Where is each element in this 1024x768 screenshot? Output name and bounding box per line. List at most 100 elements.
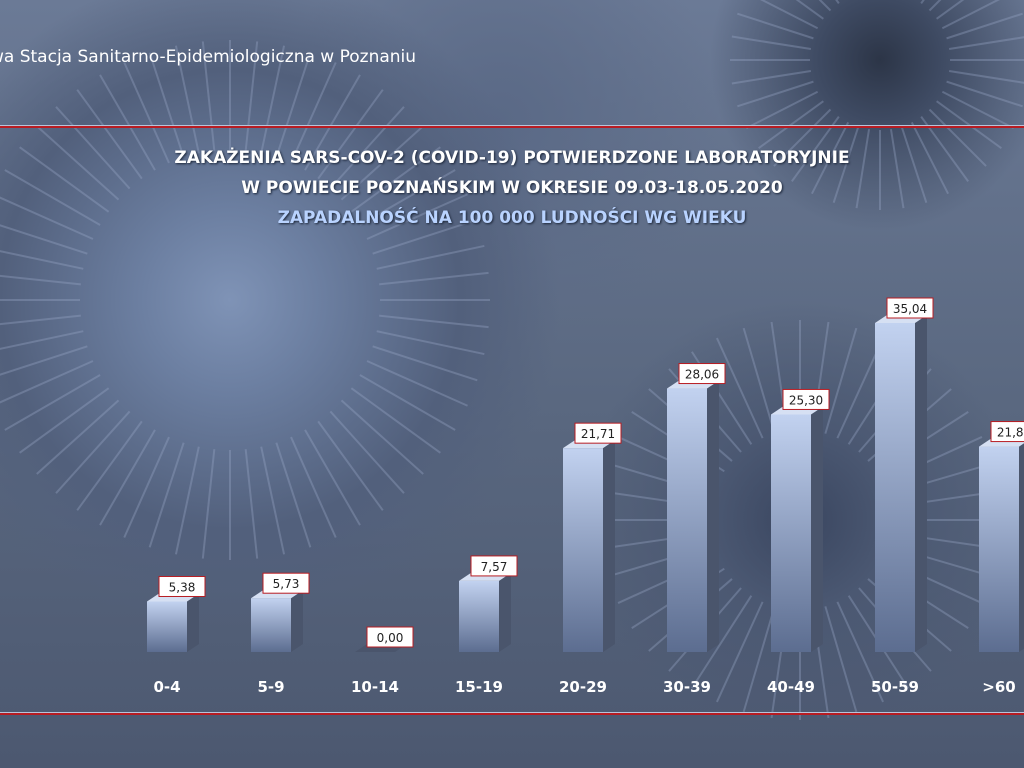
virus-spike xyxy=(946,80,1023,108)
virus-spike xyxy=(99,74,156,171)
chart-subtitle: ZAPADALNOŚĆ NA 100 000 LUDNOŚCI WG WIEKU xyxy=(277,208,747,228)
virus-spike xyxy=(941,0,1000,30)
value-label-box xyxy=(678,363,726,385)
bottom-divider xyxy=(0,712,1024,715)
bar-15-19: 7,57 xyxy=(459,555,518,652)
virus-spike xyxy=(36,399,120,475)
virus-spike xyxy=(855,128,871,209)
value-label: 5,38 xyxy=(169,580,196,594)
virus-spike xyxy=(366,360,468,407)
bar-side xyxy=(915,315,927,652)
virus-spike xyxy=(832,126,860,203)
x-tick-label: 50-59 xyxy=(871,678,919,696)
virus-spike xyxy=(201,41,216,151)
virus-spike xyxy=(55,410,131,494)
x-tick-label: 5-9 xyxy=(257,678,284,696)
x-tick-label: 20-29 xyxy=(559,678,607,696)
virus-spike xyxy=(900,126,928,203)
bar-front xyxy=(979,446,1019,652)
value-label-box xyxy=(158,575,206,597)
virus-spike xyxy=(760,0,819,30)
virus-spike xyxy=(691,595,753,689)
bar-front xyxy=(459,580,499,652)
value-label: 7,57 xyxy=(481,560,508,574)
value-label-box xyxy=(574,422,622,444)
virus-spike xyxy=(745,90,819,129)
x-tick-label: >60 xyxy=(982,678,1015,696)
virus-spike xyxy=(148,442,185,548)
chart-titles: ZAKAŻENIA SARS-COV-2 (COVID-19) POTWIERD… xyxy=(0,143,1024,233)
virus-spike xyxy=(716,337,764,439)
virus-spike xyxy=(359,374,456,431)
bar-side xyxy=(707,380,719,652)
bar-0-4: 5,38 xyxy=(147,575,206,652)
value-label: 21,88 xyxy=(997,426,1024,440)
virus-spike xyxy=(773,108,832,167)
virus-spike xyxy=(340,399,424,475)
bar-front xyxy=(147,601,187,652)
virus-spike xyxy=(818,0,832,12)
x-tick-label: 10-14 xyxy=(351,678,399,696)
value-label-box xyxy=(886,297,934,319)
virus-spike xyxy=(936,0,965,20)
virus-spike xyxy=(0,274,81,286)
virus-spike xyxy=(19,146,110,213)
virus-spike xyxy=(0,330,84,350)
virus-spike xyxy=(174,45,200,154)
virus-spike xyxy=(317,89,384,180)
virus-spike xyxy=(0,250,84,270)
value-label-box xyxy=(262,572,310,594)
virus-spike xyxy=(148,52,185,158)
virus-spike xyxy=(366,193,468,240)
bar-20-29: 21,71 xyxy=(563,422,622,652)
bar-5-9: 5,73 xyxy=(251,572,310,652)
virus-spike xyxy=(946,12,1023,40)
virus-spike xyxy=(290,62,337,164)
virus-spike xyxy=(737,80,814,108)
virus-spike xyxy=(836,601,884,703)
virus-spike xyxy=(824,606,858,713)
virus-spike xyxy=(350,146,441,213)
virus-spike xyxy=(317,420,384,511)
virus-spike xyxy=(359,169,456,226)
virus-spike xyxy=(716,601,764,703)
bar-front xyxy=(771,414,811,652)
virus-spike xyxy=(275,442,312,548)
bar-side xyxy=(499,572,511,652)
virus-spike xyxy=(304,429,361,526)
bar-front xyxy=(251,598,291,652)
virus-spike xyxy=(376,244,485,270)
virus-spike xyxy=(731,69,812,85)
virus-spike xyxy=(76,420,143,511)
bar->60: 21,88 xyxy=(979,421,1024,652)
virus-spike xyxy=(936,100,1002,149)
virus-spike xyxy=(329,410,405,494)
virus-spike xyxy=(19,387,110,454)
virus-spike xyxy=(340,125,424,201)
bar-side xyxy=(291,590,303,652)
virus-spike xyxy=(824,327,858,434)
x-tick-label: 15-19 xyxy=(455,678,503,696)
value-label: 25,30 xyxy=(789,393,823,407)
virus-spike xyxy=(275,52,312,158)
value-label-box xyxy=(366,626,414,648)
virus-spike xyxy=(244,41,259,151)
virus-spike xyxy=(290,436,337,538)
virus-spike xyxy=(811,121,850,195)
virus-spike xyxy=(376,330,485,356)
virus-spike xyxy=(379,314,489,329)
virus-spike xyxy=(174,446,200,555)
virus-spike xyxy=(737,12,814,40)
virus-spike xyxy=(928,108,987,167)
bar-10-14: 0,00 xyxy=(355,626,414,652)
virus-spike xyxy=(928,0,942,12)
value-label: 21,71 xyxy=(581,427,615,441)
virus-spike xyxy=(36,125,120,201)
value-label-box xyxy=(990,421,1024,443)
virus-spike xyxy=(889,128,905,209)
virus-spike xyxy=(372,345,478,382)
virus-spike xyxy=(329,106,405,190)
virus-spike xyxy=(731,35,812,51)
virus-spike xyxy=(201,449,216,559)
virus-spike xyxy=(0,360,94,404)
